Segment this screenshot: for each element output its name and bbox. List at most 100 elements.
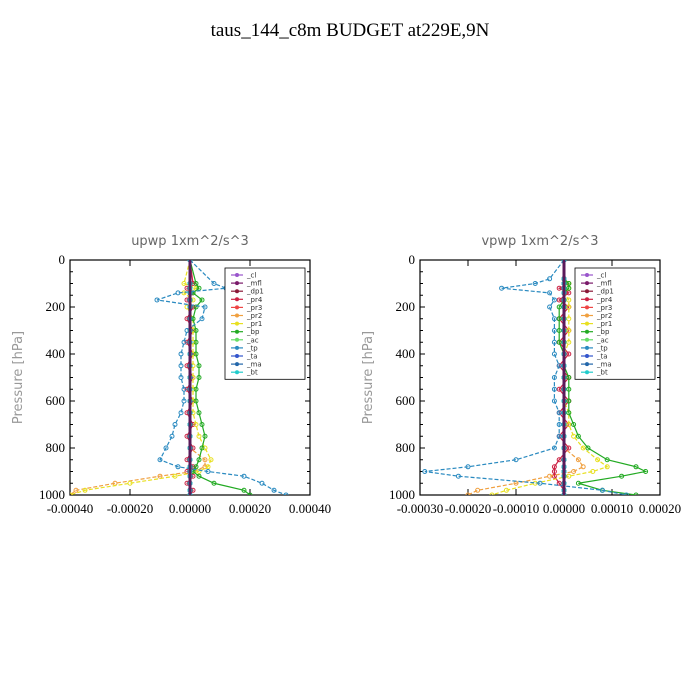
series-point_tp (154, 297, 160, 303)
x-tick-label: -0.00020 (445, 501, 492, 516)
legend-swatch-marker (585, 289, 589, 294)
y-axis-label: Pressure [hPa] (361, 331, 376, 424)
series-point_bp (566, 285, 572, 291)
legend-swatch-marker (235, 305, 239, 310)
series-point_tp (205, 469, 211, 474)
legend-item: _cl (581, 272, 606, 280)
y-axis-label: Pressure [hPa] (11, 331, 26, 424)
legend-swatch-marker (585, 321, 589, 326)
series-point_pr1 (566, 422, 572, 427)
legend-label: _pr1 (596, 320, 612, 328)
legend-swatch-marker (585, 281, 589, 286)
legend-swatch-marker (235, 273, 239, 277)
y-tick-label: 800 (46, 440, 66, 455)
legend-label: _dp1 (596, 288, 614, 296)
panel-1: upwp 1xm^2/s^3 Pressure [hPa] 0 200 400 600 80… (11, 234, 331, 516)
series-point_bp (193, 304, 199, 310)
legend-swatch-marker (585, 362, 589, 367)
series-point_tp (551, 351, 557, 357)
legend-swatch-marker (235, 370, 239, 375)
series-point_pr2 (475, 487, 481, 493)
series-point_bp (193, 386, 199, 392)
series-point_bp (193, 351, 199, 357)
series-point_pr1 (181, 281, 187, 286)
x-tick-label: 0.00020 (639, 501, 681, 516)
series-point_tp (551, 398, 557, 404)
series-point_pr4 (551, 469, 557, 474)
series-point_tp (547, 290, 553, 296)
series-line_pr1 (70, 260, 212, 495)
series-point_pr1 (604, 464, 610, 470)
y-tick-label: 800 (396, 440, 416, 455)
legend-label: _pr2 (596, 312, 612, 320)
legend-label: _bp (596, 328, 610, 336)
legend-label: _pr4 (596, 296, 613, 304)
legend-swatch-marker (235, 297, 239, 302)
legend-swatch-marker (585, 305, 589, 310)
series-point_tp (599, 487, 605, 493)
series-point_bp (556, 304, 562, 310)
series-point_bp (193, 281, 199, 286)
series-point_bp (199, 445, 205, 451)
legend-swatch-marker (235, 362, 239, 367)
series-point_pr2 (547, 473, 553, 479)
series-point_bp (241, 487, 247, 493)
y-tick-label: 600 (396, 393, 416, 408)
series-point_pr1 (566, 473, 572, 479)
series-point_tp (157, 457, 163, 463)
x-tick-label: -0.00010 (493, 501, 540, 516)
series-point_tp (532, 281, 538, 286)
legend-item: _pr4 (581, 296, 613, 304)
legend-item: _dp1 (231, 288, 264, 296)
series-point_pr1 (489, 492, 495, 495)
legend-label: _cl (596, 272, 606, 280)
series-point_tp (551, 297, 557, 303)
legend-item: _bt (231, 369, 258, 377)
series-point_bp (196, 410, 202, 416)
series-point_bp (633, 464, 639, 470)
series-point_bp (604, 457, 610, 463)
plot-area (70, 260, 289, 495)
x-tick-label: -0.00030 (397, 501, 444, 516)
series-point_tp (178, 351, 184, 357)
legend-label: _pr1 (246, 320, 262, 328)
y-tick-label: 600 (46, 393, 66, 408)
legend-swatch-marker (235, 345, 239, 350)
legend-label: _pr2 (246, 312, 262, 320)
series-point_pr4 (556, 480, 562, 486)
x-tick-label: 0.00040 (289, 501, 331, 516)
legend: _cl_mfl_dp1_pr4_pr3_pr2_pr1_bp_ac_tp_ta_… (224, 267, 306, 380)
legend-item: _bp (581, 328, 610, 336)
legend-label: _tp (596, 344, 608, 352)
panel-title: vpwp 1xm^2/s^3 (481, 234, 598, 249)
series-point_pr4 (566, 290, 572, 296)
series-point_pr1 (566, 304, 572, 310)
series-point_tp (547, 304, 553, 310)
series-point_pr1 (566, 297, 572, 303)
legend: _cl_mfl_dp1_pr4_pr3_pr2_pr1_bp_ac_tp_ta_… (574, 267, 656, 380)
legend-item: _ac (581, 336, 609, 344)
panel-title: upwp 1xm^2/s^3 (131, 234, 249, 249)
series-point_bp (196, 457, 202, 463)
series-point_tp (202, 304, 208, 310)
series-line_pr4 (186, 260, 194, 495)
legend-label: _ma (596, 361, 612, 369)
series-point_tp (163, 445, 169, 451)
legend-swatch-marker (585, 297, 589, 302)
legend-item: _ta (581, 353, 608, 361)
legend-item: _pr1 (231, 320, 262, 328)
legend-swatch-marker (585, 370, 589, 375)
series-point_bp (566, 375, 572, 380)
x-tick-label: 0.00000 (543, 501, 585, 516)
series_tp (154, 260, 289, 495)
legend-swatch-marker (585, 273, 589, 277)
series-point_bp (556, 339, 562, 345)
legend-label: _pr4 (246, 296, 263, 304)
legend-swatch-marker (235, 313, 239, 318)
series-point_tp (283, 492, 289, 495)
legend-swatch-marker (585, 329, 589, 334)
series-point_tp (551, 339, 557, 345)
legend-item: _bp (231, 328, 260, 336)
series-point_tp (556, 410, 562, 416)
y-tick-label: 1000 (39, 487, 65, 502)
